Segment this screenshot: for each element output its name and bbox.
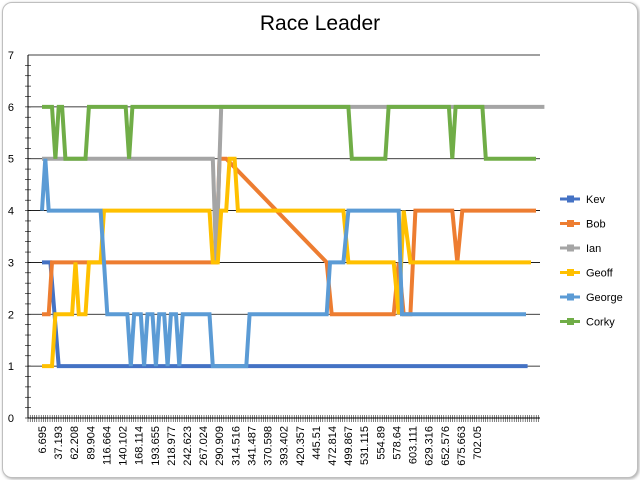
legend-marker (567, 220, 574, 227)
series-line-george (40, 158, 526, 369)
x-tick-label: 531.115 (359, 426, 371, 465)
x-tick-label: 168.114 (134, 426, 146, 465)
legend-label-kev: Kev (586, 194, 605, 206)
x-tick-label: 652.576 (440, 426, 452, 466)
x-tick-label: 603.111 (408, 426, 420, 464)
legend-marker (567, 244, 574, 252)
x-tick-label: 6.695 (37, 426, 49, 454)
legend-label-corky: Corky (586, 317, 615, 329)
y-tick-label: 6 (8, 102, 14, 114)
y-tick-label: 2 (8, 309, 14, 321)
legend-label-bob: Bob (586, 219, 606, 231)
x-tick-label: 393.402 (279, 426, 291, 466)
x-tick-label: 341.487 (246, 426, 258, 466)
x-tick-label: 62.208 (69, 426, 81, 460)
series-line-geoff (42, 156, 531, 369)
legend-label-geoff: Geoff (586, 268, 614, 280)
x-tick-label: 472.814 (327, 426, 339, 466)
x-tick-label: 89.904 (85, 426, 97, 460)
x-tick-label: 37.193 (53, 426, 65, 460)
x-tick-label: 314.516 (230, 426, 242, 466)
y-tick-label: 3 (8, 257, 14, 269)
x-tick-label: 420.357 (295, 426, 307, 466)
x-tick-label: 267.024 (198, 426, 210, 466)
x-tick-label: 578.64 (391, 426, 403, 460)
chart-title: Race Leader (259, 12, 381, 35)
legend-label-george: George (586, 292, 623, 304)
x-tick-label: 116.664 (101, 426, 113, 465)
x-tick-label: 499.867 (343, 426, 355, 466)
x-tick-label: 629.316 (424, 426, 436, 466)
x-tick-label: 242.623 (182, 426, 194, 466)
x-tick-label: 290.909 (214, 426, 226, 466)
legend-marker (567, 269, 574, 276)
x-tick-label: 140.102 (118, 426, 130, 466)
y-tick-label: 5 (8, 154, 14, 166)
legend-label-ian: Ian (586, 243, 601, 255)
y-tick-label: 0 (8, 413, 14, 425)
y-tick-label: 7 (8, 50, 14, 62)
x-tick-label: 702.05 (472, 426, 484, 460)
x-tick-label: 193.655 (150, 426, 162, 466)
legend-marker (567, 318, 574, 325)
series-line-ian (42, 104, 545, 263)
y-tick-label: 1 (8, 361, 14, 373)
series-line-bob (42, 156, 536, 317)
y-tick-label: 4 (8, 206, 14, 218)
x-tick-label: 370.598 (263, 426, 275, 466)
x-tick-label: 218.977 (166, 426, 178, 466)
x-tick-label: 445.51 (311, 426, 323, 460)
x-tick-label: 675.663 (456, 426, 468, 466)
series-line-corky (42, 104, 536, 161)
legend-marker (567, 293, 574, 301)
x-tick-label: 554.89 (375, 426, 387, 460)
legend-marker (567, 195, 574, 203)
